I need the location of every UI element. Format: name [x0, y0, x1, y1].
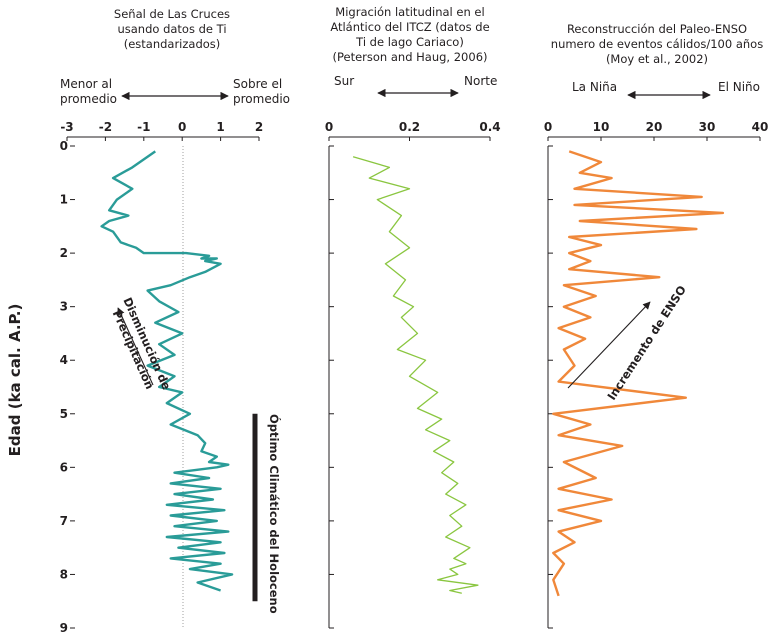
panel-1-x-tick-label: 2	[255, 120, 263, 134]
panel-3-annotation: Incremento de ENSO	[604, 283, 689, 403]
panel-itcz: Migración latitudinal en el Atlántico de…	[325, 5, 501, 629]
panel-2-title-line-2: Atlántico del ITCZ (datos de	[330, 20, 489, 34]
panel-2-x-tick-label: 0.2	[399, 120, 420, 134]
panel-1-title-line-2: usando datos de Ti	[117, 22, 226, 36]
panel-1-title-line-1: Señal de Las Cruces	[114, 7, 230, 21]
panel-1-x-tick-label: -3	[60, 120, 73, 134]
panel-1-right-direction-line-2: promedio	[233, 92, 290, 106]
panel-1-left-direction-line-2: promedio	[60, 92, 117, 106]
y-tick-label: 1	[60, 193, 68, 207]
y-tick-label: 8	[60, 567, 68, 581]
y-tick-label: 6	[60, 460, 68, 474]
y-tick-label: 3	[60, 300, 68, 314]
y-tick-label: 4	[60, 353, 68, 367]
holocene-optimum: Óptimo Climático del Holoceno	[252, 413, 282, 614]
y-tick-label: 2	[60, 246, 68, 260]
panel-3-x-tick-label: 20	[646, 120, 663, 134]
panel-2-x-axis: 0 0.2 0.4	[325, 120, 501, 629]
panel-2-title-line-4: (Peterson and Haug, 2006)	[332, 50, 487, 64]
panel-2-title-line-3: Ti de lago Cariaco)	[355, 35, 464, 49]
panel-2-left-direction: Sur	[334, 74, 354, 88]
panel-3-x-tick-label: 40	[752, 120, 769, 134]
panel-3-x-axis: 0 10 20 30 40	[544, 120, 769, 629]
holocene-optimum-label: Óptimo Climático del Holoceno	[267, 414, 282, 614]
panel-1-title-line-3: (estandarizados)	[124, 37, 221, 51]
y-tick-label: 5	[60, 407, 68, 421]
panel-2-x-tick-label: 0	[325, 120, 333, 134]
panel-1-series-line	[100, 150, 234, 592]
y-axis: Edad (ka cal. A.P.) 0 1 2 3 4 5 6 7 8 9	[6, 139, 68, 635]
y-axis-label: Edad (ka cal. A.P.)	[6, 304, 24, 457]
panel-1-x-tick-label: -1	[137, 120, 150, 134]
panel-2-series-line	[352, 156, 479, 594]
panel-3-x-tick-label: 10	[593, 120, 610, 134]
panel-1-x-axis: -3 -2 -1 0 1 2	[60, 120, 263, 629]
panel-2-x-tick-label: 0.4	[479, 120, 500, 134]
panel-3-x-tick-label: 30	[699, 120, 716, 134]
panel-2-right-direction: Norte	[464, 74, 497, 88]
panel-3-title-line-1: Reconstrucción del Paleo-ENSO	[567, 22, 747, 36]
y-tick-labels: 0 1 2 3 4 5 6 7 8 9	[60, 139, 68, 635]
panel-3-left-direction: La Niña	[572, 80, 617, 94]
panel-1-left-direction-line-1: Menor al	[60, 77, 112, 91]
y-tick-label: 7	[60, 514, 68, 528]
panel-1-annotation-arrow	[117, 307, 154, 386]
panel-3-annotation-arrow	[567, 301, 651, 389]
panel-3-title-line-2: numero de eventos cálidos/100 años	[551, 37, 763, 51]
panel-enso: Reconstrucción del Paleo-ENSO numero de …	[544, 22, 769, 629]
y-tick-label: 0	[60, 139, 68, 153]
panel-3-x-tick-label: 0	[544, 120, 552, 134]
panel-1-x-tick-label: 1	[216, 120, 224, 134]
panel-3-right-direction: El Niño	[718, 80, 760, 94]
panel-2-title-line-1: Migración latitudinal en el	[335, 5, 484, 19]
panel-3-series-line	[552, 150, 725, 597]
panel-1-x-tick-label: 0	[178, 120, 186, 134]
y-tick-label: 9	[60, 621, 68, 635]
panel-1-x-tick-label: -2	[99, 120, 112, 134]
panel-3-title-line-3: (Moy et al., 2002)	[606, 52, 708, 66]
panel-1-right-direction-line-1: Sobre el	[233, 77, 282, 91]
